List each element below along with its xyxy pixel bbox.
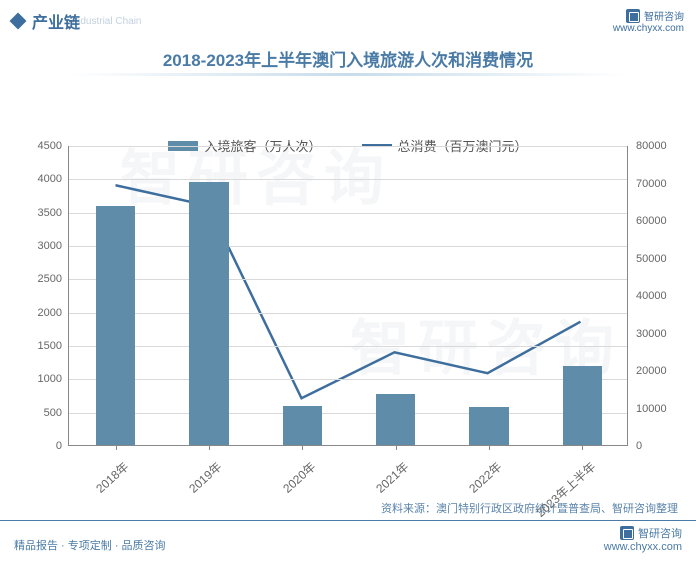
x-tick-label: 2018年 — [92, 458, 132, 497]
y-left-tick-label: 0 — [18, 440, 62, 452]
x-tick — [582, 445, 583, 450]
section-subtitle-en: Industrial Chain — [72, 16, 141, 27]
brand-logo-icon — [626, 9, 640, 23]
x-tick-label: 2021年 — [372, 458, 412, 497]
diamond-icon — [10, 13, 27, 30]
line-svg — [69, 146, 627, 445]
title-underline — [68, 73, 628, 76]
brand-name: 智研咨询 — [644, 8, 684, 23]
y-right-tick-label: 20000 — [636, 365, 678, 377]
y-left-tick-label: 4000 — [18, 173, 62, 185]
gridline — [69, 379, 627, 380]
x-tick-label: 2020年 — [279, 458, 319, 497]
y-right-tick-label: 10000 — [636, 403, 678, 415]
chart-title: 2018-2023年上半年澳门入境旅游人次和消费情况 — [0, 46, 696, 71]
line-path — [116, 185, 581, 398]
y-left-tick-label: 1000 — [18, 373, 62, 385]
y-left-tick-label: 3000 — [18, 240, 62, 252]
gridline — [69, 213, 627, 214]
x-tick-label: 2022年 — [465, 458, 505, 497]
gridline — [69, 313, 627, 314]
x-tick — [209, 445, 210, 450]
y-right-tick-label: 70000 — [636, 178, 678, 190]
x-tick-label: 2019年 — [185, 458, 225, 497]
gridline — [69, 279, 627, 280]
y-right-tick-label: 0 — [636, 440, 678, 452]
gridline — [69, 346, 627, 347]
y-left-tick-label: 4500 — [18, 140, 62, 152]
y-left-tick-label: 500 — [18, 407, 62, 419]
footer-brand: 智研咨询 — [638, 525, 682, 541]
bar — [96, 206, 135, 445]
y-right-tick-label: 80000 — [636, 140, 678, 152]
y-left-tick-label: 2000 — [18, 307, 62, 319]
bar — [563, 366, 602, 445]
bar — [376, 394, 415, 445]
bar — [189, 182, 228, 445]
x-tick — [489, 445, 490, 450]
y-left-tick-label: 2500 — [18, 273, 62, 285]
footer-brand-row: 智研咨询 — [620, 525, 682, 541]
x-tick — [116, 445, 117, 450]
y-right-tick-label: 40000 — [636, 290, 678, 302]
gridline — [69, 413, 627, 414]
source-line: 资料来源：澳门特别行政区政府统计暨普查局、智研咨询整理 — [0, 500, 696, 516]
y-left-tick-label: 3500 — [18, 207, 62, 219]
y-right-tick-label: 60000 — [636, 215, 678, 227]
chart-area: 0 500 1000 1500 2000 2500 3000 3500 4000 4500 0 10… — [18, 136, 678, 496]
footer-left: 精品报告 · 专项定制 · 品质咨询 — [14, 537, 166, 553]
footer-logo-icon — [620, 526, 634, 540]
bar — [283, 406, 322, 445]
y-right-tick-label: 50000 — [636, 253, 678, 265]
x-tick — [302, 445, 303, 450]
y-left-tick-label: 1500 — [18, 340, 62, 352]
header-left: 产业链 — [12, 9, 80, 33]
brand-url: www.chyxx.com — [613, 23, 684, 34]
gridline — [69, 179, 627, 180]
y-right-tick-label: 30000 — [636, 328, 678, 340]
gridline — [69, 246, 627, 247]
plot-region — [68, 146, 628, 446]
footer: 精品报告 · 专项定制 · 品质咨询 智研咨询 www.chyxx.com — [0, 520, 696, 561]
footer-right: 智研咨询 www.chyxx.com — [604, 525, 682, 553]
x-tick — [396, 445, 397, 450]
brand-row: 智研咨询 — [626, 8, 684, 23]
header-right: 智研咨询 www.chyxx.com — [613, 8, 684, 34]
bar — [469, 407, 508, 445]
footer-url: www.chyxx.com — [604, 541, 682, 553]
gridline — [69, 146, 627, 147]
